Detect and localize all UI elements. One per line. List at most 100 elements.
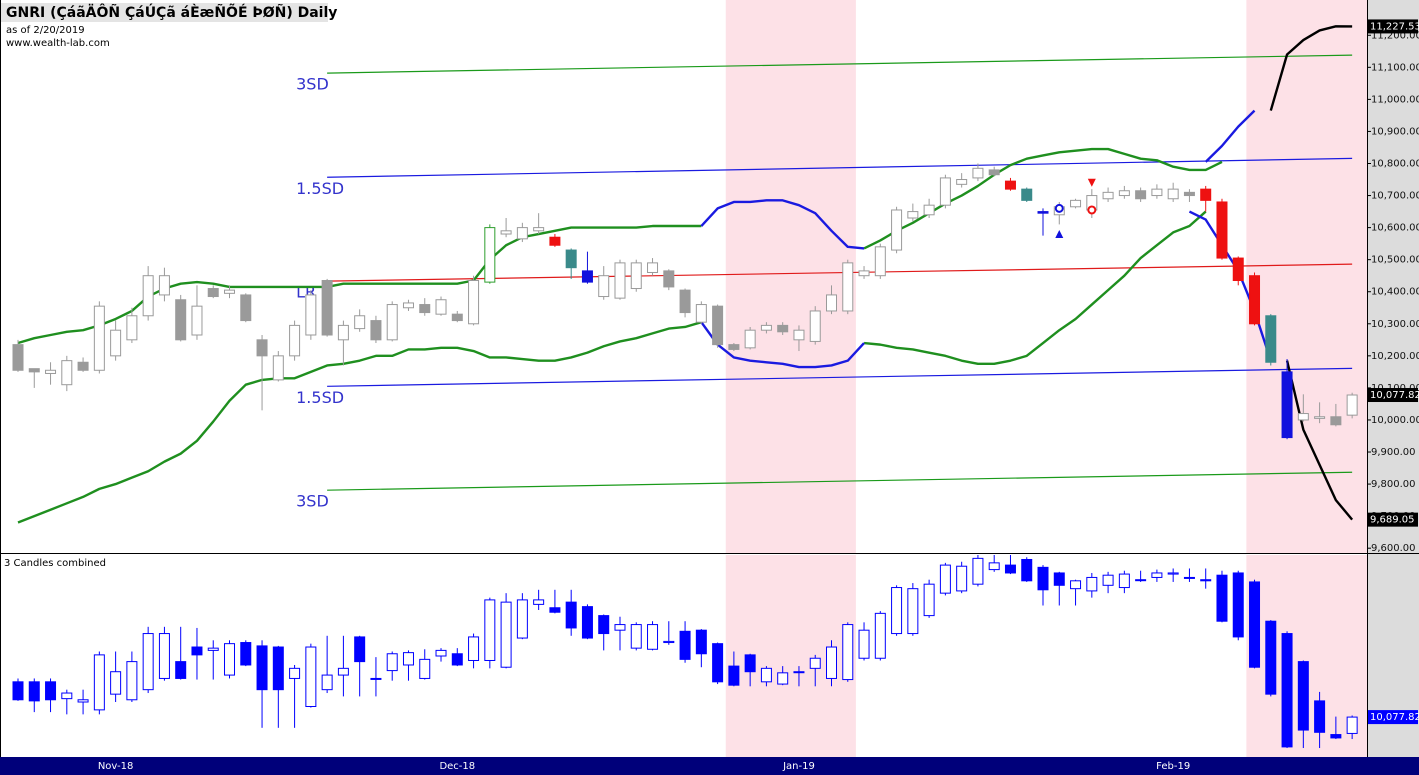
candle-body <box>598 615 610 635</box>
candle-body <box>207 288 219 298</box>
regression-line <box>327 263 1353 282</box>
candle-body <box>272 646 284 691</box>
candle-body <box>1232 572 1244 638</box>
candle-body <box>728 344 740 350</box>
candle-body <box>679 289 691 314</box>
candle-body <box>1314 416 1326 419</box>
candle-body <box>45 681 57 701</box>
candle-body <box>191 305 203 336</box>
candle-body <box>370 677 382 680</box>
y-tick-label: 11,200.00 <box>1371 30 1419 41</box>
candle-body <box>891 209 903 251</box>
candle-body <box>12 344 24 371</box>
candle-body <box>1249 581 1261 668</box>
signal-marker <box>1055 230 1064 239</box>
candle-body <box>695 304 707 323</box>
price-axis-area <box>1367 0 1419 757</box>
x-tick-label: Dec-18 <box>439 761 475 772</box>
candle-body <box>712 643 724 683</box>
title-background <box>0 3 328 22</box>
shaded-region <box>1246 0 1367 553</box>
candle-body <box>663 640 675 644</box>
candle-body <box>1200 579 1212 582</box>
signal-marker <box>1087 178 1096 187</box>
candle-body <box>581 270 593 283</box>
candle-body <box>1183 576 1195 579</box>
candle-body <box>1281 633 1293 748</box>
candle-body <box>1135 190 1147 200</box>
price-tag <box>1368 388 1418 403</box>
candle-body <box>1151 572 1163 578</box>
candle-body <box>500 601 512 668</box>
candle-body <box>1070 199 1082 208</box>
candle-body <box>435 649 447 657</box>
candle-body <box>1167 188 1179 200</box>
candle-body <box>1021 558 1033 582</box>
candle-body <box>630 624 642 649</box>
band-line <box>17 210 1207 524</box>
candle-body <box>175 299 187 341</box>
candle-body <box>158 633 170 679</box>
date-axis-strip <box>0 757 1419 775</box>
candle-body <box>175 661 187 679</box>
candle-body <box>760 324 772 331</box>
candle-body <box>61 360 73 386</box>
candle-body <box>1330 734 1342 739</box>
candle-body <box>1118 573 1130 589</box>
candle-body <box>858 629 870 659</box>
candle-body <box>500 230 512 235</box>
candle-body <box>28 681 40 702</box>
candle-body <box>728 665 740 686</box>
candle-body <box>874 246 886 277</box>
y-tick-label: 10,200.00 <box>1371 351 1419 362</box>
candle-body <box>972 557 984 585</box>
candle-body <box>679 630 691 660</box>
candle-body <box>988 562 1000 571</box>
candle-body <box>77 699 89 703</box>
x-tick-label: Nov-18 <box>98 761 134 772</box>
candle-body <box>1135 579 1147 582</box>
price-tag-label: 10,077.82 <box>1370 712 1419 723</box>
candle-body <box>61 692 73 700</box>
y-tick-label: 9,800.00 <box>1371 479 1416 490</box>
y-tick-label: 11,100.00 <box>1371 62 1419 73</box>
candle-body <box>581 606 593 639</box>
candle-body <box>614 624 626 631</box>
candle-body <box>516 599 528 639</box>
candle-body <box>1102 574 1114 586</box>
candle-body <box>565 601 577 629</box>
candle-body <box>435 299 447 315</box>
shaded-region <box>725 0 856 553</box>
price-tag <box>1368 19 1418 34</box>
price-tag <box>1368 710 1418 725</box>
candle-body <box>663 270 675 288</box>
candle-body <box>956 179 968 185</box>
candle-body <box>1249 275 1261 325</box>
candle-body <box>826 294 837 312</box>
candle-body <box>891 587 903 635</box>
candle-body <box>874 612 886 659</box>
candle-body <box>777 324 789 333</box>
candle-body <box>1021 188 1033 201</box>
candle-body <box>647 262 659 273</box>
candle-body <box>321 280 333 336</box>
candle-body <box>12 681 24 701</box>
candle-body <box>207 647 219 651</box>
candle-body <box>1265 315 1277 363</box>
candle-body <box>305 294 317 336</box>
candle-body <box>1330 416 1342 426</box>
candle-body <box>419 658 431 679</box>
signal-marker <box>1087 205 1097 215</box>
candle-body <box>842 624 854 681</box>
candle-body <box>1183 191 1195 197</box>
candle-body <box>1297 413 1309 421</box>
candle-body <box>1281 371 1293 439</box>
candle-body <box>272 355 284 381</box>
candle-body <box>77 361 89 371</box>
candle-body <box>370 320 382 341</box>
candle-body <box>777 672 789 685</box>
candle-body <box>956 565 968 592</box>
